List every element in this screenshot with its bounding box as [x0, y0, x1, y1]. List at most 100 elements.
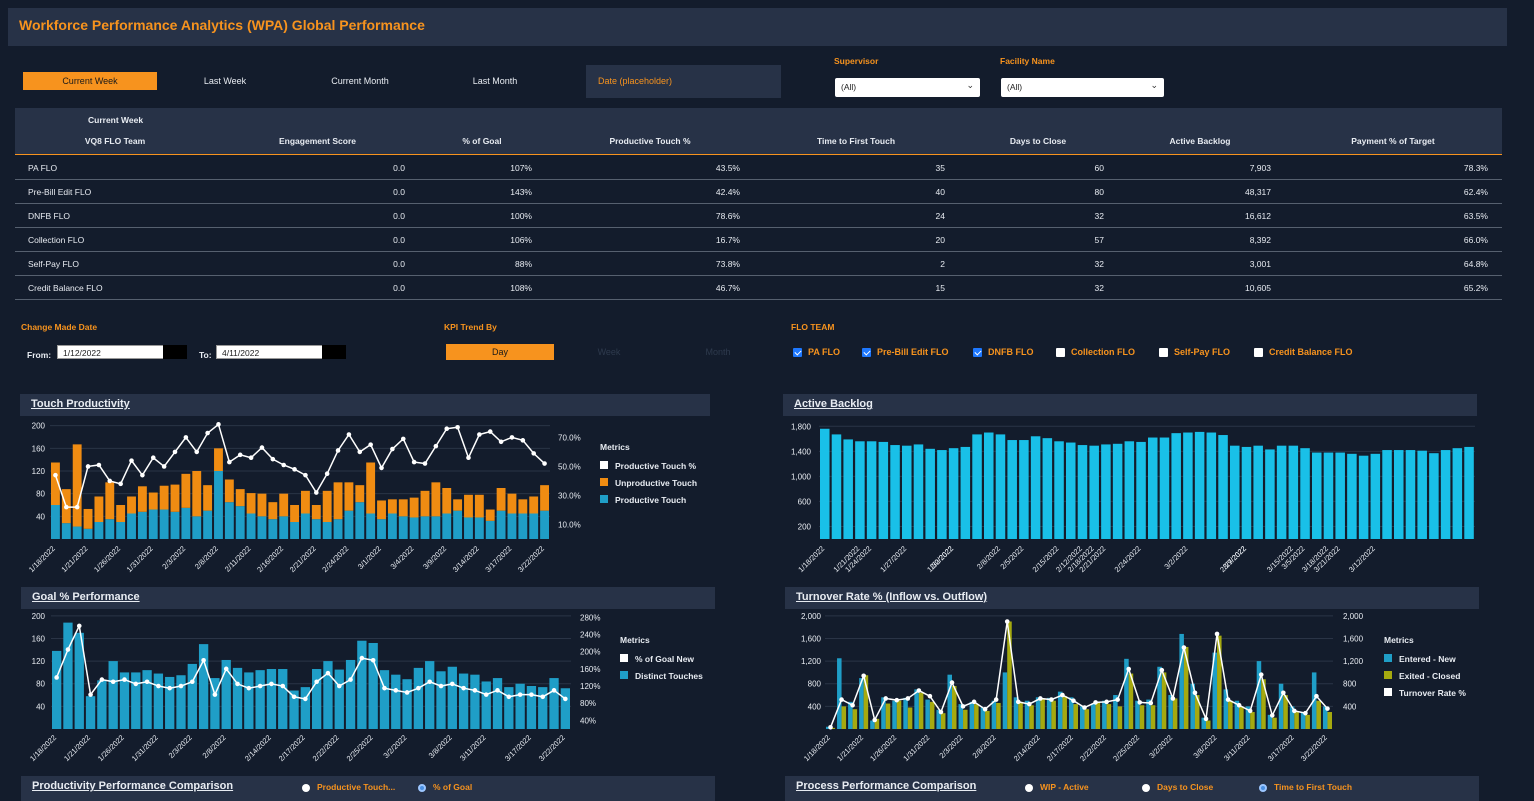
supervisor-select[interactable]: (All) ⌄	[835, 78, 980, 97]
y-tick-label: 120	[32, 467, 46, 476]
table-row[interactable]: Collection FLO 0.0 106% 16.7% 20 57 8,392 66.0%	[15, 228, 1502, 252]
point-productive-pct	[509, 435, 515, 440]
radio-days-close-label[interactable]: Days to Close	[1157, 782, 1214, 792]
bar-distinct-touches	[334, 669, 344, 729]
checkbox-flo-2[interactable]	[973, 348, 982, 357]
radio-days-close[interactable]	[1142, 784, 1150, 792]
legend-label: % of Goal New	[635, 654, 694, 664]
bar-exited	[1172, 698, 1178, 729]
checkbox-flo-4[interactable]	[1159, 348, 1168, 357]
y2-tick-label: 800	[1343, 680, 1357, 689]
table-row[interactable]: PA FLO 0.0 107% 43.5% 35 60 7,903 78.3%	[15, 156, 1502, 180]
date-placeholder[interactable]: Date (placeholder)	[586, 65, 781, 98]
x-tick-label: 1/31/2022	[125, 544, 155, 574]
y2-tick-label: 280%	[580, 613, 600, 622]
point-goal-pct	[416, 685, 421, 691]
radio-wip-active-label[interactable]: WIP - Active	[1040, 782, 1089, 792]
x-tick-label: 2/5/2022	[998, 544, 1025, 571]
bar-distinct-touches	[312, 669, 322, 729]
touch-panel-title[interactable]: Touch Productivity	[31, 398, 130, 410]
checkbox-flo-3[interactable]	[1056, 348, 1065, 357]
table-row[interactable]: Pre-Bill Edit FLO 0.0 143% 42.4% 40 80 48,317 6…	[15, 180, 1502, 204]
tab-current-week[interactable]: Current Week	[23, 72, 157, 90]
point-goal-pct	[563, 696, 568, 702]
radio-wip-active[interactable]	[1025, 784, 1033, 792]
bar-backlog	[1159, 437, 1170, 539]
trend-day-button[interactable]: Day	[446, 344, 554, 360]
checkbox-flo-5[interactable]	[1254, 348, 1263, 357]
point-turnover-rate	[927, 693, 933, 699]
x-tick-label: 1/18/2022	[28, 733, 58, 763]
bar-entered	[1212, 652, 1218, 729]
turnover-panel-title[interactable]: Turnover Rate % (Inflow vs. Outflow)	[796, 591, 988, 603]
bar-unproductive	[344, 482, 354, 511]
x-tick-label: 2/25/2022	[345, 733, 375, 763]
bar-exited	[1250, 712, 1255, 729]
y2-tick-label: 50.0%	[558, 462, 581, 471]
bar-productive	[366, 513, 376, 539]
point-productive-pct	[118, 481, 123, 487]
checkbox-flo-label[interactable]: DNFB FLO	[988, 347, 1034, 357]
point-turnover-rate	[938, 709, 944, 715]
trend-month-button[interactable]: Month	[705, 347, 731, 357]
point-turnover-rate	[1038, 696, 1043, 701]
to-date-input[interactable]: 4/11/2022	[216, 345, 346, 359]
radio-goal[interactable]	[418, 784, 426, 792]
radio-first-touch-label[interactable]: Time to First Touch	[1274, 782, 1353, 792]
checkbox-flo-1[interactable]	[862, 348, 871, 357]
point-turnover-rate	[916, 688, 922, 693]
checkbox-flo-label[interactable]: Self-Pay FLO	[1174, 347, 1231, 357]
goal-panel-title[interactable]: Goal % Performance	[32, 591, 140, 603]
table-cell: 32	[1094, 211, 1104, 221]
checkbox-flo-label[interactable]: Collection FLO	[1071, 347, 1135, 357]
productivity-comparison-title[interactable]: Productivity Performance Comparison	[32, 780, 234, 792]
calendar-icon[interactable]	[322, 345, 346, 359]
x-tick-label: 3/8/2022	[427, 733, 454, 760]
point-goal-pct	[246, 685, 252, 691]
point-productive-pct	[107, 478, 113, 484]
radio-first-touch[interactable]	[1259, 784, 1267, 792]
tab-current-month[interactable]: Current Month	[331, 76, 389, 86]
trend-week-button[interactable]: Week	[597, 347, 621, 357]
facility-select[interactable]: (All) ⌄	[1001, 78, 1164, 97]
bar-distinct-touches	[538, 687, 548, 729]
bar-backlog	[960, 446, 971, 539]
point-turnover-rate	[839, 697, 844, 702]
point-goal-pct	[190, 679, 195, 685]
from-date-input[interactable]: 1/12/2022	[57, 345, 187, 359]
bar-backlog	[1382, 450, 1392, 539]
to-label: To:	[199, 350, 212, 360]
point-productive-pct	[357, 449, 363, 455]
process-comparison-title[interactable]: Process Performance Comparison	[796, 780, 977, 792]
bar-unproductive	[51, 462, 60, 505]
bar-backlog	[984, 432, 994, 539]
calendar-icon[interactable]	[163, 345, 187, 359]
radio-productive-touch-label[interactable]: Productive Touch...	[317, 782, 396, 792]
x-tick-label: 1/26/2022	[92, 544, 122, 574]
point-turnover-rate	[1325, 706, 1330, 711]
point-turnover-rate	[1093, 700, 1098, 705]
bar-entered	[958, 704, 964, 729]
radio-goal-label[interactable]: % of Goal	[433, 782, 473, 792]
backlog-panel-title[interactable]: Active Backlog	[794, 398, 873, 410]
tab-last-week[interactable]: Last Week	[203, 76, 247, 86]
point-productive-pct	[368, 442, 373, 447]
checkbox-flo-label[interactable]: Pre-Bill Edit FLO	[877, 347, 949, 357]
table-row[interactable]: Self-Pay FLO 0.0 88% 73.8% 2 32 3,001 64.8%	[15, 252, 1502, 276]
checkbox-flo-0[interactable]	[793, 348, 802, 357]
checkbox-flo-label[interactable]: PA FLO	[808, 347, 840, 357]
y-tick-label: 1,600	[801, 634, 822, 643]
point-goal-pct	[551, 688, 557, 693]
checkbox-flo-label[interactable]: Credit Balance FLO	[1269, 347, 1353, 357]
bar-productive	[431, 516, 441, 539]
table-row[interactable]: DNFB FLO 0.0 100% 78.6% 24 32 16,612 63.5%	[15, 204, 1502, 228]
table-row[interactable]: Credit Balance FLO 0.0 108% 46.7% 15 32 10,605…	[15, 276, 1502, 300]
title-bar: Workforce Performance Analytics (WPA) Gl…	[8, 8, 1507, 46]
tab-last-month[interactable]: Last Month	[472, 76, 518, 86]
point-turnover-rate	[1104, 699, 1109, 705]
point-productive-pct	[346, 432, 352, 437]
bar-backlog	[1054, 441, 1064, 539]
radio-productive-touch[interactable]	[302, 784, 310, 792]
bar-unproductive	[377, 500, 386, 520]
bar-unproductive	[322, 490, 332, 522]
